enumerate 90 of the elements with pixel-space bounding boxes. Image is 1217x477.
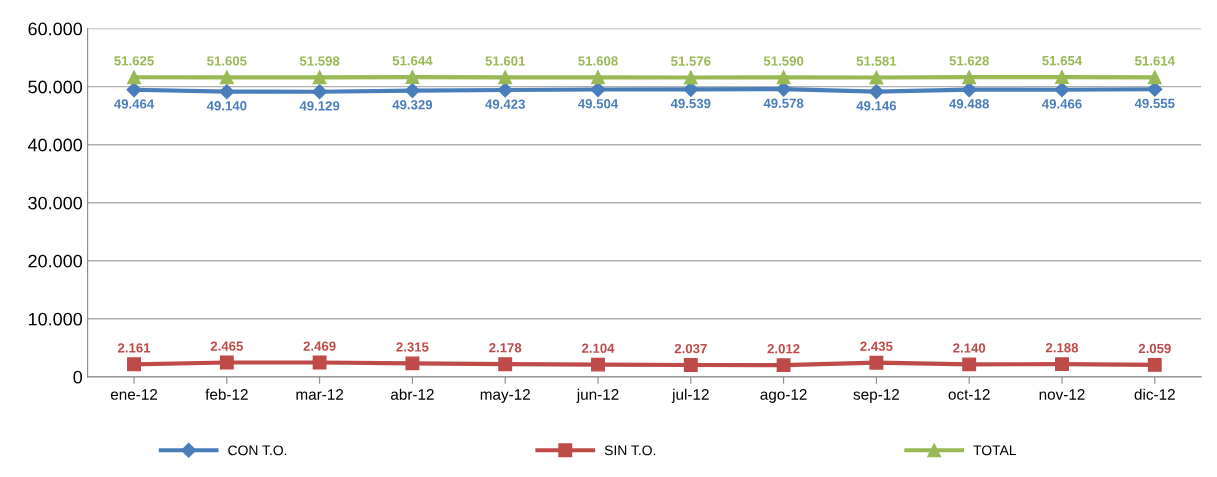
legend-label: SIN T.O. [604, 445, 656, 456]
point [219, 84, 235, 100]
data-label: 51.628 [949, 56, 989, 66]
data-label: 2.178 [489, 343, 522, 353]
point [591, 70, 605, 85]
data-label: 2.059 [1138, 343, 1171, 354]
y-tick-label: 50.000 [28, 80, 83, 94]
data-label: 2.315 [396, 342, 429, 352]
data-label: 49.146 [856, 101, 897, 111]
x-tick-label: may-12 [480, 389, 530, 403]
point [312, 84, 328, 100]
point [869, 355, 884, 370]
data-label: 51.614 [1135, 56, 1175, 66]
data-label: 49.504 [578, 99, 619, 109]
data-label: 49.329 [392, 100, 433, 110]
point [126, 82, 142, 98]
data-label: 2.465 [210, 341, 243, 351]
point [591, 357, 605, 372]
point [776, 358, 791, 373]
point [219, 70, 234, 85]
point [1147, 357, 1162, 372]
x-tick-label: dic-12 [1134, 388, 1175, 400]
point [961, 82, 977, 98]
data-label: 49.555 [1134, 98, 1175, 109]
data-label: 49.539 [670, 98, 711, 109]
data-label: 51.654 [1042, 55, 1083, 66]
point [1055, 70, 1069, 85]
data-label: 2.104 [581, 343, 615, 353]
point [683, 70, 698, 85]
x-tick-label: ago-12 [760, 389, 807, 403]
legend-label: CON T.O. [228, 445, 287, 456]
y-tick-label: 20.000 [28, 254, 83, 268]
point [1147, 70, 1162, 85]
point [312, 70, 327, 85]
x-tick-label: nov-12 [1039, 389, 1085, 400]
data-label: 51.576 [671, 56, 711, 66]
point [312, 355, 327, 370]
data-label: 51.581 [856, 56, 897, 66]
x-tick-label: ene-12 [110, 389, 158, 400]
x-tick-label: mar-12 [296, 389, 344, 400]
point [127, 357, 141, 372]
data-label: 51.601 [485, 56, 526, 66]
point [1055, 357, 1069, 372]
data-label: 49.488 [949, 99, 989, 109]
y-tick-label: 10.000 [28, 312, 83, 326]
point [1054, 82, 1070, 98]
data-label: 49.140 [206, 101, 247, 111]
data-label: 51.625 [114, 56, 154, 66]
y-tick-label: 60.000 [28, 22, 83, 36]
data-label: 2.469 [303, 341, 336, 351]
data-label: 2.435 [860, 341, 893, 351]
data-label: 51.644 [392, 56, 433, 66]
data-label: 49.466 [1042, 99, 1082, 109]
data-label: 49.578 [763, 98, 804, 108]
point [405, 70, 420, 85]
x-tick-label: abr-12 [390, 388, 434, 400]
point [868, 84, 884, 100]
x-tick-label: jun-12 [576, 388, 619, 403]
x-tick-label: jul-12 [671, 388, 709, 403]
x-tick-label: feb-12 [205, 388, 248, 400]
point [683, 358, 698, 372]
data-label: 2.012 [767, 344, 800, 354]
x-tick-label: oct-12 [948, 389, 990, 400]
data-label: 51.590 [763, 56, 804, 66]
y-tick-label: 40.000 [27, 138, 83, 152]
data-label: 49.464 [114, 99, 155, 109]
y-tick-label: 30.000 [28, 196, 83, 210]
point [776, 70, 791, 85]
data-label: 2.161 [117, 343, 151, 353]
data-label: 51.598 [299, 56, 340, 66]
data-label: 2.140 [953, 343, 986, 353]
point [962, 357, 977, 372]
point [869, 70, 884, 85]
point [498, 70, 513, 85]
data-label: 51.608 [578, 56, 618, 66]
data-label: 49.129 [299, 101, 340, 111]
point [497, 82, 513, 98]
point [498, 357, 513, 372]
point [405, 356, 420, 371]
x-tick-label: sep-12 [853, 389, 899, 403]
y-tick-label: 0 [73, 370, 83, 384]
legend-label: TOTAL [973, 445, 1017, 456]
data-label: 2.037 [674, 343, 707, 354]
point [962, 70, 977, 85]
point [219, 355, 234, 370]
data-label: 51.605 [207, 56, 247, 66]
point [404, 82, 420, 99]
data-label: 2.188 [1045, 343, 1079, 353]
point [127, 70, 141, 85]
data-label: 49.423 [485, 99, 525, 109]
